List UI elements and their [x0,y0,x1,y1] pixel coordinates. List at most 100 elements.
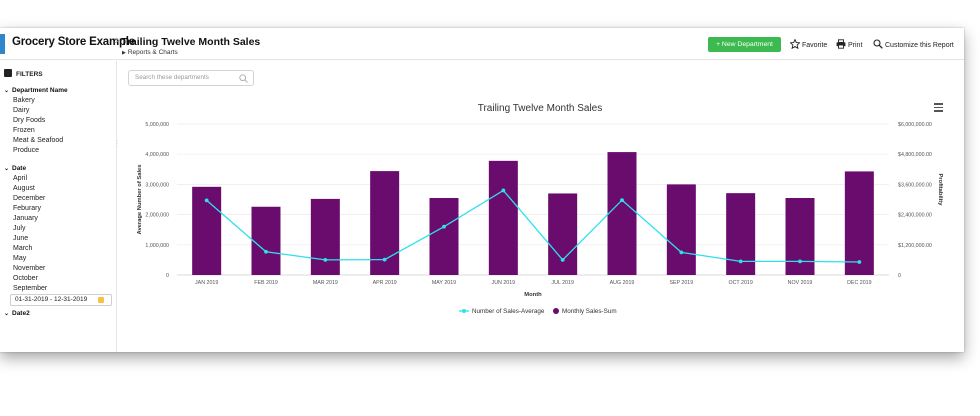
legend-bar-marker [553,308,559,314]
y-tick-label: 4,000,000 [145,152,169,158]
x-tick-label: JUL 2019 [551,280,574,286]
filter-option-june[interactable]: June [13,235,29,242]
y-tick-label: 3,000,000 [145,182,169,188]
bar [429,197,459,275]
filters-label: FILTERS [16,71,43,78]
breadcrumb-label: Reports & Charts [127,49,178,56]
line-point [857,260,862,264]
chart-menu-icon[interactable] [934,103,943,114]
date-range-value: 01-31-2019 - 12-31-2019 [15,296,88,303]
x-tick-label: AUG 2019 [610,280,635,286]
breadcrumb[interactable]: ▶ Reports & Charts [122,49,178,56]
filter-option-december[interactable]: December [13,195,46,202]
search-input[interactable]: Search these departments [128,70,254,86]
x-tick-label: SEP 2019 [669,280,693,286]
bar [370,171,400,275]
chevron-down-icon: ⌄ [4,311,10,317]
filter-option-may[interactable]: May [13,255,27,262]
app-window: Grocery Store Example > Trailing Twelve … [0,28,964,352]
caret-right-icon: ▶ [122,50,126,56]
y2-tick-label: $1,200,000.00 [898,243,932,249]
filter-group-department[interactable]: ⌄ Department Name [4,87,68,94]
filter-option-september[interactable]: September [13,285,48,292]
line-point [382,257,387,262]
filter-group-label: Date [12,165,27,172]
chevron-down-icon: ⌄ [4,88,10,94]
y-tick-label: 1,000,000 [145,243,169,249]
search-settings-icon [873,39,883,49]
line-point [560,258,565,262]
bar [488,160,518,275]
bar [310,198,340,275]
new-department-button[interactable]: + New Department [708,37,781,52]
filter-option-november[interactable]: November [13,265,46,272]
page-title: Trailing Twelve Month Sales [121,36,261,48]
line-point [204,198,209,203]
star-icon [789,38,801,50]
y2-tick-label: $4,800,000.00 [898,152,932,158]
app-title[interactable]: Grocery Store Example [12,36,135,48]
filter-option-january[interactable]: January [13,215,38,222]
y-tick-label: 0 [166,273,169,279]
filter-option-meat-seafood[interactable]: Meat & Seafood [13,137,64,144]
y2-tick-label: 0 [898,273,901,279]
legend-label: Number of Sales-Average [472,308,545,315]
filter-option-dry-foods[interactable]: Dry Foods [13,117,46,124]
printer-icon [836,39,846,49]
x-tick-label: DEC 2019 [847,280,871,286]
y2-tick-label: $6,000,000.00 [898,122,932,128]
y-axis-title: Average Number of Sales [137,164,143,234]
x-tick-label: APR 2019 [373,280,397,286]
filters-header[interactable]: FILTERS [4,69,43,78]
x-tick-label: JUN 2019 [492,280,516,286]
sidebar-resize-handle[interactable]: · · · [116,138,118,150]
breadcrumb-separator: > [114,36,120,47]
x-tick-label: MAR 2019 [313,280,338,286]
filter-option-produce[interactable]: Produce [13,147,40,154]
top-bar: Grocery Store Example > Trailing Twelve … [0,28,964,60]
line-point [798,259,802,264]
line-point [738,259,743,264]
x-tick-label: FEB 2019 [254,280,278,286]
chevron-down-icon: ⌄ [4,166,10,172]
sidebar-toggle[interactable] [0,34,5,54]
line-point [501,188,506,193]
filter-option-october[interactable]: October [13,275,38,282]
search-placeholder: Search these departments [135,74,209,81]
chart-title: Trailing Twelve Month Sales [477,103,603,114]
filter-option-august[interactable]: August [13,185,35,192]
y2-tick-label: $2,400,000.00 [898,213,932,219]
bar [844,171,874,275]
search-icon [239,74,248,83]
favorite-label: Favorite [802,42,828,49]
print-label: Print [848,42,863,49]
line-point [264,249,268,254]
filter-group-date[interactable]: ⌄ Date [4,165,26,172]
bar [607,152,637,275]
y-tick-label: 5,000,000 [145,122,169,128]
x-tick-label: JAN 2019 [195,280,218,286]
filter-option-july[interactable]: July [13,225,26,232]
x-tick-label: OCT 2019 [728,280,752,286]
print-button[interactable]: Print [836,39,862,49]
filter-option-march[interactable]: March [13,245,33,252]
line-point [620,198,624,203]
y2-tick-label: $3,600,000.00 [898,182,932,188]
favorite-button[interactable]: Favorite [789,38,828,50]
filter-group-date2[interactable]: ⌄ Date2 [4,310,30,317]
date-range-input[interactable]: 01-31-2019 - 12-31-2019 [10,294,112,306]
customize-label: Customize this Report [885,42,954,49]
filter-option-bakery[interactable]: Bakery [13,97,35,104]
calendar-icon[interactable] [98,297,104,303]
customize-report-button[interactable]: Customize this Report [873,39,954,49]
filter-option-feburary[interactable]: Feburary [13,205,42,212]
legend-label: Monthly Sales-Sum [562,308,617,315]
filter-option-dairy[interactable]: Dairy [13,107,30,114]
bar [785,197,815,275]
y-tick-label: 2,000,000 [145,213,169,219]
filter-group-label: Date2 [12,310,30,317]
filter-option-april[interactable]: April [13,175,28,182]
filter-option-frozen[interactable]: Frozen [13,127,35,134]
line-point [679,250,684,255]
